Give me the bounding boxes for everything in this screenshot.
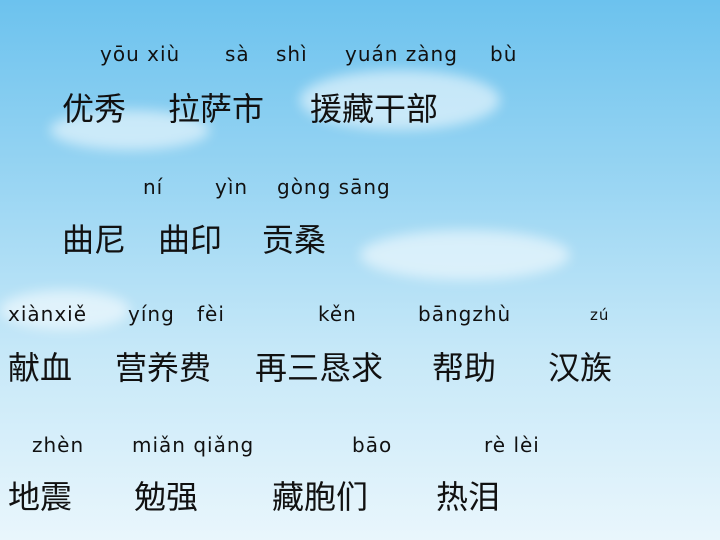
- pinyin-label: xiànxiě: [8, 302, 88, 326]
- vocab-word: 曲印: [158, 221, 223, 259]
- vocab-word: 拉萨市: [168, 90, 265, 128]
- pinyin-label: rè lèi: [484, 433, 540, 457]
- vocab-word: 营养费: [115, 349, 212, 387]
- pinyin-label: yìn: [215, 175, 249, 199]
- vocab-word: 勉强: [134, 478, 199, 516]
- pinyin-label: fèi: [197, 302, 225, 326]
- pinyin-label: sà: [225, 42, 250, 66]
- pinyin-label: shì: [276, 42, 308, 66]
- pinyin-label: kěn: [318, 302, 357, 326]
- vocab-word: 再三恳求: [255, 349, 384, 387]
- vocab-word: 汉族: [548, 349, 613, 387]
- pinyin-label: zú: [590, 306, 610, 324]
- pinyin-label: bù: [490, 42, 518, 66]
- cloud-decoration: [0, 290, 130, 330]
- pinyin-label: ní: [143, 175, 164, 199]
- pinyin-label: yíng: [128, 302, 175, 326]
- pinyin-label: yōu xiù: [100, 42, 181, 66]
- pinyin-label: yuán zàng: [345, 42, 458, 66]
- cloud-decoration: [360, 230, 570, 280]
- vocab-word: 热泪: [436, 478, 501, 516]
- pinyin-label: gòng sāng: [277, 175, 391, 199]
- vocab-word: 优秀: [62, 90, 127, 128]
- vocab-word: 贡桑: [262, 221, 327, 259]
- vocab-word: 援藏干部: [310, 90, 439, 128]
- vocab-word: 帮助: [432, 349, 497, 387]
- pinyin-label: bāngzhù: [418, 302, 512, 326]
- pinyin-label: zhèn: [32, 433, 85, 457]
- vocab-word: 地震: [8, 478, 73, 516]
- pinyin-label: miǎn qiǎng: [132, 433, 255, 457]
- vocab-word: 献血: [8, 349, 73, 387]
- cloud-decoration: [300, 70, 500, 130]
- vocab-word: 曲尼: [62, 221, 127, 259]
- vocab-word: 藏胞们: [272, 478, 369, 516]
- pinyin-label: bāo: [352, 433, 393, 457]
- cloud-decoration: [50, 110, 210, 150]
